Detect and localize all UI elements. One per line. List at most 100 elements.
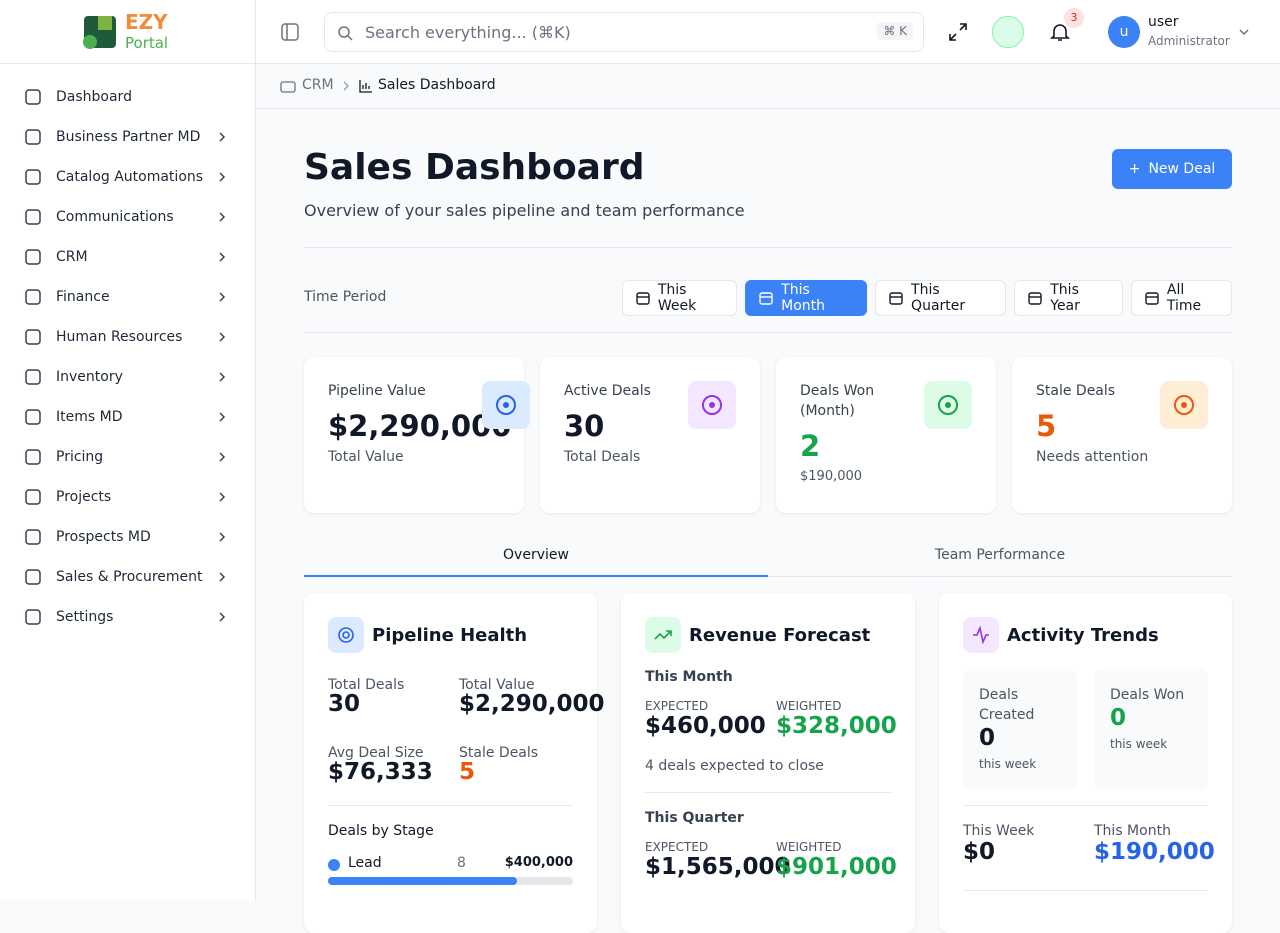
icon	[25, 369, 41, 385]
fullscreen-button[interactable]	[948, 22, 968, 42]
nav-item[interactable]: Settings	[24, 601, 232, 633]
avatar[interactable]: u	[1108, 16, 1140, 48]
breadcrumb-current: Sales Dashboard	[378, 77, 496, 93]
total-value: $0	[963, 839, 996, 865]
nav-item[interactable]: Dashboard	[24, 81, 232, 113]
stat-label: Avg Deal Size	[328, 745, 424, 761]
kpi-value: $2,290,000	[328, 409, 512, 443]
period-button[interactable]: This Week	[622, 280, 737, 316]
connection-status[interactable]	[992, 16, 1024, 48]
nav-item[interactable]: Prospects MD	[24, 521, 232, 553]
kpi-icon	[688, 381, 736, 429]
card-title: Revenue Forecast	[689, 625, 871, 646]
logo[interactable]: EZY Portal	[0, 0, 255, 64]
nav-item[interactable]: Catalog Automations	[24, 161, 232, 193]
nav-item[interactable]: Pricing	[24, 441, 232, 473]
chevron	[219, 292, 226, 302]
period-button[interactable]: This Month	[745, 280, 867, 316]
notifications-button[interactable]	[1050, 22, 1070, 42]
crumb-icon	[280, 81, 296, 93]
tab[interactable]: Overview	[304, 540, 768, 577]
expected-value: $460,000	[645, 713, 766, 739]
new-deal-button[interactable]: + New Deal	[1112, 149, 1232, 189]
card-title: Activity Trends	[1007, 625, 1159, 646]
period-button[interactable]: This Year	[1014, 280, 1123, 316]
icon	[1145, 292, 1159, 305]
breadcrumb-link[interactable]: CRM	[302, 77, 334, 93]
nav-item[interactable]: Finance	[24, 281, 232, 313]
period-button[interactable]: All Time	[1131, 280, 1232, 316]
icon	[25, 609, 41, 625]
nav-item[interactable]: Communications	[24, 201, 232, 233]
period-button[interactable]: This Quarter	[875, 280, 1006, 316]
icon	[25, 129, 41, 145]
divider	[304, 332, 1232, 333]
icon	[25, 169, 41, 185]
stage-heading: Deals by Stage	[328, 823, 434, 839]
stat-value: 30	[328, 691, 361, 717]
period-note: 4 deals expected to close	[645, 758, 824, 774]
nav-label: Finance	[56, 289, 110, 305]
nav-label: Projects	[56, 489, 112, 505]
weighted-label: WEIGHTED	[776, 699, 842, 713]
kpi-card: Deals Won (Month) 2 $190,000	[776, 357, 996, 513]
icon	[1028, 292, 1042, 305]
nav-item[interactable]: CRM	[24, 241, 232, 273]
activity-value: 0	[1110, 705, 1127, 731]
activity-value: 0	[979, 725, 996, 751]
page-subtitle: Overview of your sales pipeline and team…	[304, 201, 745, 220]
kpi-value: 30	[564, 409, 605, 443]
card-icon	[645, 617, 681, 653]
nav-item[interactable]: Business Partner MD	[24, 121, 232, 153]
nav-item[interactable]: Sales & Procurement	[24, 561, 232, 593]
breadcrumb-separator	[343, 81, 350, 91]
notification-badge: 3	[1064, 8, 1084, 28]
nav-item[interactable]: Projects	[24, 481, 232, 513]
page-title: Sales Dashboard	[304, 147, 645, 188]
tab[interactable]: Team Performance	[934, 547, 1066, 563]
user-role: Administrator	[1148, 34, 1230, 48]
period-label: This Month	[781, 282, 826, 314]
period-label: This Year	[1050, 282, 1080, 314]
user-name: user	[1148, 14, 1179, 30]
icon	[25, 329, 41, 345]
weighted-value: $328,000	[776, 713, 897, 739]
nav-label: Prospects MD	[56, 529, 151, 545]
nav-item[interactable]: Items MD	[24, 401, 232, 433]
period-label: This Week	[657, 282, 697, 314]
collapse-button[interactable]	[280, 22, 300, 42]
total-label: This Week	[963, 823, 1035, 839]
logo-product: Portal	[125, 34, 169, 52]
page: EZY Portal Dashboard Business Partner MD C…	[0, 0, 1280, 900]
content: Sales Dashboard Overview of your sales p…	[256, 109, 1280, 933]
crumb-icon	[359, 80, 372, 93]
icon	[25, 569, 41, 585]
search-box[interactable]: Search everything... (⌘K) ⌘ K	[324, 12, 924, 52]
nav-label: Inventory	[56, 369, 123, 385]
total-value: $190,000	[1094, 839, 1215, 865]
chevron	[219, 572, 226, 582]
logo-brand: EZY	[125, 10, 168, 34]
chevron	[219, 132, 226, 142]
nav-label: Catalog Automations	[56, 169, 204, 185]
search-icon	[338, 26, 353, 41]
icon	[496, 395, 516, 415]
nav-item[interactable]: Human Resources	[24, 321, 232, 353]
nav-label: Communications	[56, 209, 174, 225]
divider	[645, 792, 891, 793]
icon	[25, 489, 41, 505]
divider	[963, 890, 1208, 891]
nav-item[interactable]: Inventory	[24, 361, 232, 393]
kpi-note: Total Deals	[564, 449, 641, 465]
weighted-label: WEIGHTED	[776, 840, 842, 854]
chevron	[219, 492, 226, 502]
logo-mark	[83, 16, 116, 49]
user-menu-chevron[interactable]	[1238, 26, 1250, 38]
nav-label: Sales & Procurement	[56, 569, 203, 585]
topbar: Search everything... (⌘K) ⌘ K 3 u user A…	[256, 0, 1280, 64]
pipeline-health-card: Pipeline Health Total Deals 30 Total Value…	[304, 593, 605, 933]
stage-name: Lead	[348, 855, 382, 871]
stage-bar	[328, 877, 517, 885]
plus-icon: +	[1128, 161, 1141, 177]
chevron	[219, 612, 226, 622]
